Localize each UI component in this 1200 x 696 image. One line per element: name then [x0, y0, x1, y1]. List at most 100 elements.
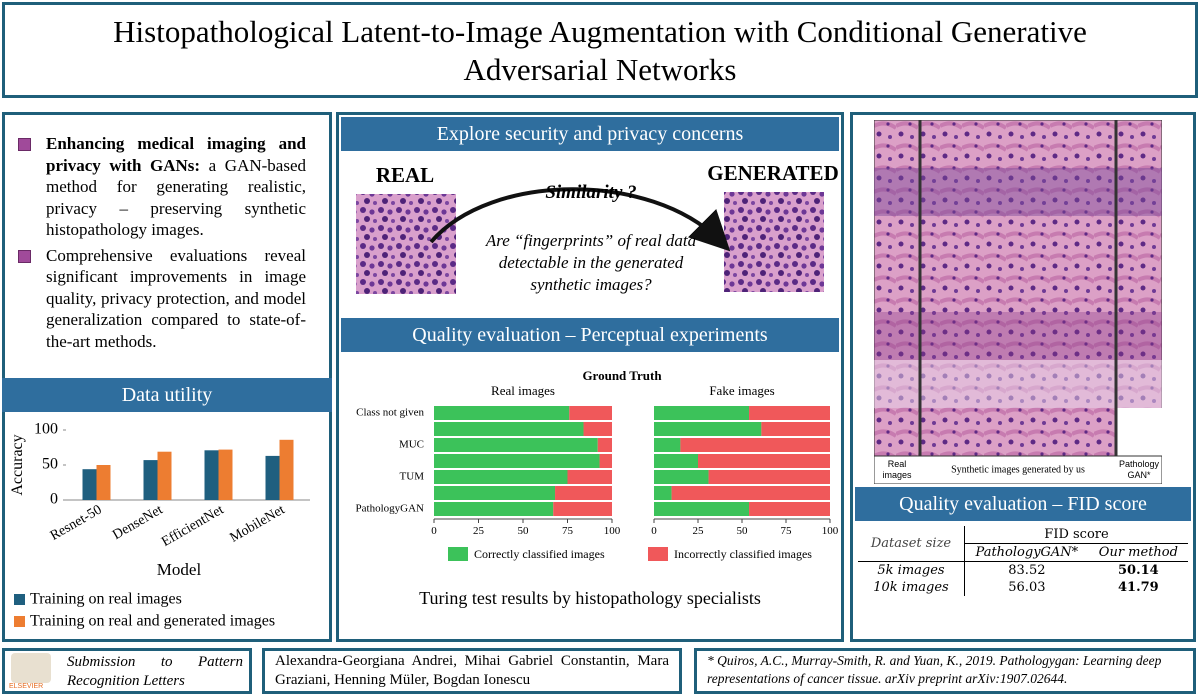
bar-segment	[698, 454, 830, 468]
bar-segment	[749, 502, 830, 516]
legend-swatch	[648, 547, 668, 561]
bullet-text: a GAN-based method for generating realis…	[46, 155, 306, 240]
bar-segment	[654, 406, 750, 420]
bar-segment	[434, 406, 570, 420]
bullet: Comprehensive evaluations reveal signifi…	[16, 245, 306, 353]
bar-segment	[654, 454, 698, 468]
bar	[265, 455, 280, 500]
bar-segment	[749, 406, 830, 420]
bar-segment	[708, 470, 830, 484]
bar-segment	[569, 406, 612, 420]
bar-segment	[654, 486, 672, 500]
bar-segment	[434, 502, 554, 516]
bar	[96, 465, 111, 500]
legend-label: Training on real images	[30, 591, 182, 608]
security-figure: REAL GENERATED Similarity ? Are “fingerp…	[356, 161, 839, 294]
bar-segment	[434, 470, 568, 484]
legend-swatch	[14, 594, 25, 605]
bar-segment	[761, 422, 830, 436]
footer-authors: Alexandra-Georgiana Andrei, Mihai Gabrie…	[262, 648, 682, 694]
y-tick-label: PathologyGAN	[356, 503, 425, 515]
generated-label: GENERATED	[707, 161, 838, 185]
bar-segment	[654, 470, 709, 484]
x-tick-label: 50	[737, 525, 749, 537]
x-tick-label: Resnet-50	[48, 502, 105, 543]
row-header: Dataset size	[870, 536, 952, 551]
cell: 41.79	[1118, 580, 1159, 595]
footer-reference: * Quiros, A.C., Murray-Smith, R. and Yua…	[694, 648, 1196, 694]
bar-chart: 0 50 100 Accuracy Resnet-50 DenseNetEfficient…	[9, 421, 310, 630]
reference: * Quiros, A.C., Murray-Smith, R. and Yua…	[707, 653, 1162, 686]
x-tick-label: 25	[473, 525, 485, 537]
right-panel	[850, 112, 1196, 642]
bullet-bold: Enhancing medical imaging and privacy wi…	[46, 134, 306, 175]
x-tick-label: 0	[651, 525, 657, 537]
x-tick-label: 100	[822, 525, 839, 537]
legend-label: Incorrectly classified images	[674, 547, 812, 561]
intro: Enhancing medical imaging and privacy wi…	[16, 133, 306, 356]
x-tick-label: EfficientNet	[159, 502, 226, 550]
y-tick-label: MUC	[399, 439, 424, 451]
tissue-row	[874, 168, 1162, 216]
left-panel	[2, 112, 332, 642]
panel-title: Fake images	[709, 383, 774, 398]
legend-swatch	[14, 616, 25, 627]
bar-segment	[654, 502, 750, 516]
venue: Submission to Pattern Recognition Letter…	[67, 654, 243, 689]
x-axis-label: Model	[157, 560, 202, 579]
bar	[157, 451, 172, 500]
header: Histopathological Latent-to-Image Augmen…	[2, 2, 1198, 98]
bar-segment	[555, 486, 612, 500]
x-tick-label: 75	[781, 525, 793, 537]
bar-segment	[434, 438, 598, 452]
cell: 56.03	[963, 579, 1089, 596]
section-title: Explore security and privacy concerns	[341, 117, 839, 151]
blank-cell	[1116, 408, 1162, 456]
caption: Turing test results by histopathology sp…	[419, 588, 761, 608]
bar-segment	[599, 454, 612, 468]
bar	[143, 460, 158, 500]
footer-venue: ELSEVIER Submission to Pattern Recogniti…	[2, 648, 252, 694]
bar	[204, 450, 219, 500]
middle-panel	[336, 112, 844, 642]
bar	[279, 439, 294, 500]
column-header: Our method	[1098, 545, 1178, 560]
sample-label: Synthetic images generated by us	[951, 464, 1085, 475]
x-tick-label: 100	[604, 525, 621, 537]
fid-table: Dataset size FID score PathologyGAN* Our…	[858, 526, 1188, 596]
legend-label: Training on real and generated images	[30, 613, 275, 630]
cell: 10k images	[873, 580, 949, 595]
cell: 83.52	[963, 561, 1089, 579]
y-tick-label: 0	[50, 491, 58, 508]
y-tick-label: TUM	[400, 471, 425, 483]
tissue-row	[874, 360, 1162, 408]
bar-segment	[597, 438, 612, 452]
chart-title: Ground Truth	[582, 368, 662, 383]
sample-label: Pathology GAN*	[1118, 459, 1160, 480]
group-header: FID score	[964, 526, 1188, 544]
sample-label: Real images	[882, 459, 912, 480]
y-tick-label: Class not given	[356, 407, 424, 419]
similarity: Similarity ?	[545, 182, 636, 203]
question-box: Are “fingerprints” of real data detectab…	[485, 231, 697, 294]
question: Are “fingerprints” of real data detectab…	[485, 231, 697, 294]
column-header: PathologyGAN*	[963, 543, 1089, 562]
bar-segment	[654, 422, 762, 436]
panel-title: Real images	[491, 383, 555, 398]
tissue-row	[874, 312, 1162, 360]
x-tick-label: 50	[518, 525, 530, 537]
bar	[82, 469, 97, 500]
bullet-text: Comprehensive evaluations reveal signifi…	[46, 245, 306, 351]
bar	[218, 449, 233, 500]
bar-segment	[434, 422, 584, 436]
legend-label: Correctly classified images	[474, 547, 605, 561]
turing-chart: Ground Truth Class not given MUC TUM Patholo…	[356, 368, 839, 561]
x-tick-label: MobileNet	[227, 502, 287, 545]
bar-segment	[567, 470, 612, 484]
bar-segment	[434, 486, 556, 500]
bar-segment	[680, 438, 830, 452]
bar-segment	[553, 502, 612, 516]
bar-segment	[671, 486, 830, 500]
title: Histopathological Latent-to-Image Augmen…	[113, 14, 1087, 87]
section-title: Quality evaluation – FID score	[855, 487, 1191, 521]
